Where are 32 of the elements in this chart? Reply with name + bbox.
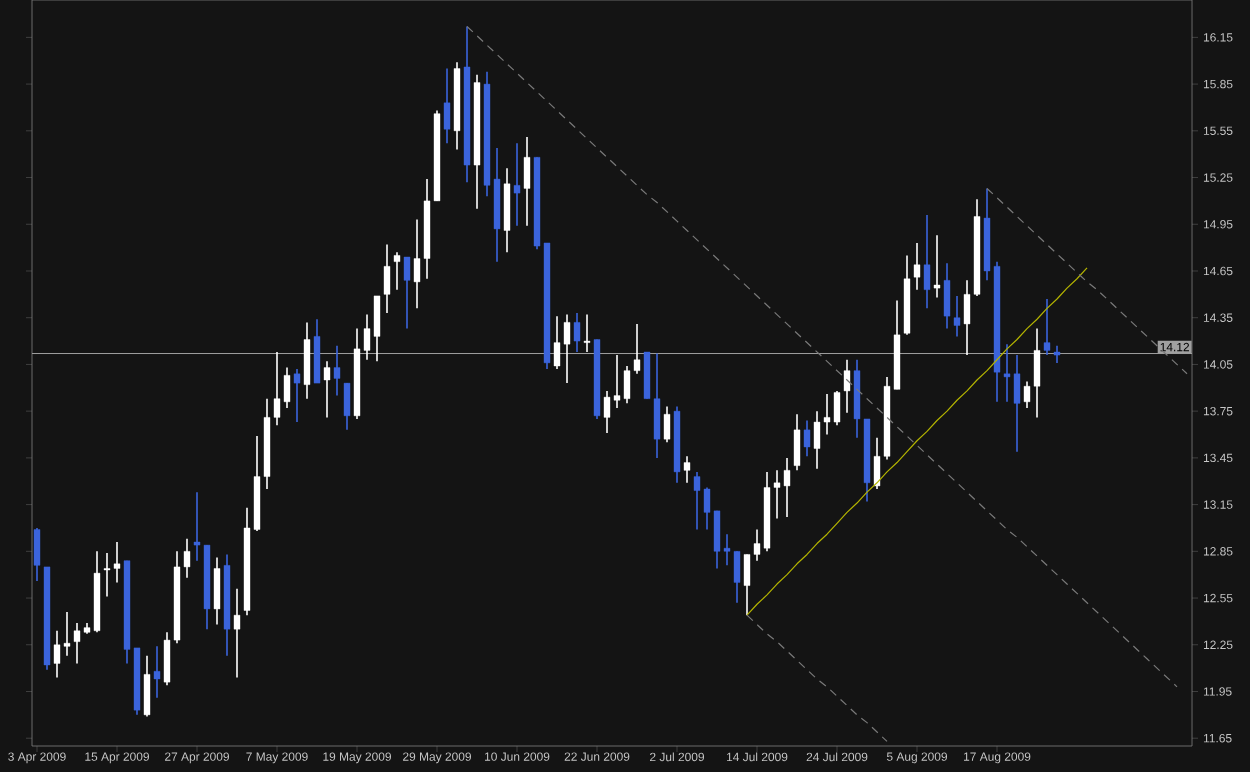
candlestick <box>213 556 221 626</box>
candlestick <box>793 413 801 472</box>
candlestick <box>503 167 511 254</box>
candlestick <box>313 318 321 384</box>
candlestick <box>343 382 351 431</box>
line-series <box>746 267 1088 616</box>
candlestick <box>323 360 331 419</box>
candlestick <box>383 243 391 314</box>
candlestick <box>583 313 591 353</box>
candlestick <box>923 214 931 310</box>
candlestick <box>143 654 151 718</box>
candlestick <box>233 587 241 679</box>
candlestick <box>333 344 341 397</box>
candlestick <box>943 262 951 330</box>
candlestick <box>403 256 411 330</box>
candlestick <box>33 527 41 582</box>
candlestick <box>843 358 851 414</box>
candlestick <box>293 368 301 423</box>
candlestick <box>933 234 941 299</box>
candlestick <box>153 645 161 699</box>
candlestick <box>573 312 581 353</box>
candlestick <box>513 142 521 227</box>
candlestick <box>443 67 451 145</box>
candlestick <box>953 295 961 338</box>
candlestick <box>393 251 401 291</box>
candlestick <box>683 455 691 484</box>
candlestick <box>1043 298 1051 356</box>
candlestick <box>913 242 921 291</box>
candlestick <box>303 321 311 400</box>
candlestick <box>663 405 671 444</box>
candlestick <box>803 419 811 458</box>
candlestick <box>523 136 531 227</box>
